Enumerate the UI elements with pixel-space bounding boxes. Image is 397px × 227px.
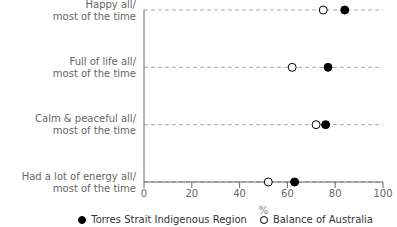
- svg-text:20: 20: [185, 188, 198, 199]
- html-text:Torres Strait Indigenous Regio: Torres Strait Indigenous Region: [91, 214, 247, 225]
- svg-text:60: 60: [281, 188, 294, 199]
- svg-text:Happy all/most of the time: Happy all/most of the time: [53, 0, 137, 22]
- svg-text:40: 40: [233, 188, 246, 199]
- svg-text:Calm & peaceful all/most of th: Calm & peaceful all/most of the time: [35, 113, 137, 136]
- svg-text:80: 80: [329, 188, 342, 199]
- svg-text:100: 100: [373, 188, 389, 199]
- svg-text:Had a lot of energy all/most o: Had a lot of energy all/most of the time: [22, 171, 137, 194]
- svg-text:%: %: [259, 205, 269, 216]
- html-text:Balance of Australia: Balance of Australia: [272, 214, 373, 225]
- svg-text:0: 0: [141, 188, 147, 199]
- svg-text:Full of life all/most of the t: Full of life all/most of the time: [53, 56, 137, 79]
